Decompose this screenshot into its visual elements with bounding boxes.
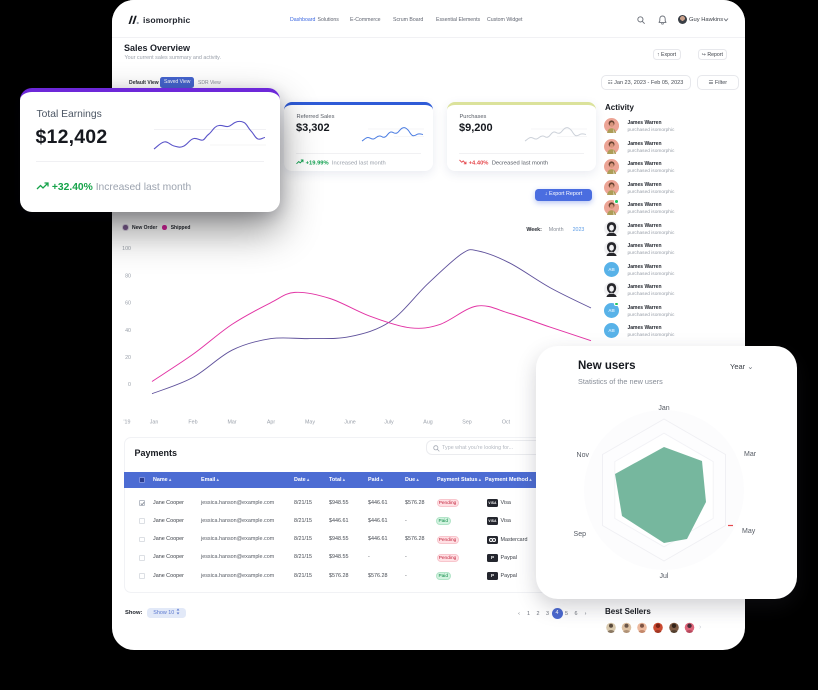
svg-text:May: May <box>742 528 756 535</box>
svg-text:Sep: Sep <box>574 531 587 538</box>
svg-text:100: 100 <box>122 246 131 252</box>
svg-text:Mar: Mar <box>744 451 757 458</box>
svg-text:60: 60 <box>125 301 131 307</box>
svg-text:'19: '19 <box>124 420 131 426</box>
svg-text:Mar: Mar <box>227 420 236 426</box>
svg-text:July: July <box>384 420 394 426</box>
svg-text:Jan: Jan <box>658 405 669 412</box>
svg-text:Jul: Jul <box>660 573 669 580</box>
svg-text:0: 0 <box>128 382 131 388</box>
svg-text:June: June <box>344 420 356 426</box>
svg-text:Jan: Jan <box>150 420 159 426</box>
svg-text:Sep: Sep <box>462 420 471 426</box>
svg-text:Feb: Feb <box>188 420 197 426</box>
svg-text:May: May <box>305 420 315 426</box>
svg-text:Aug: Aug <box>423 420 432 426</box>
svg-text:40: 40 <box>125 328 131 334</box>
svg-text:Oct: Oct <box>502 420 511 426</box>
svg-text:Nov: Nov <box>577 452 590 459</box>
svg-text:20: 20 <box>125 355 131 361</box>
svg-text:80: 80 <box>125 273 131 279</box>
svg-text:Apr: Apr <box>267 420 275 426</box>
